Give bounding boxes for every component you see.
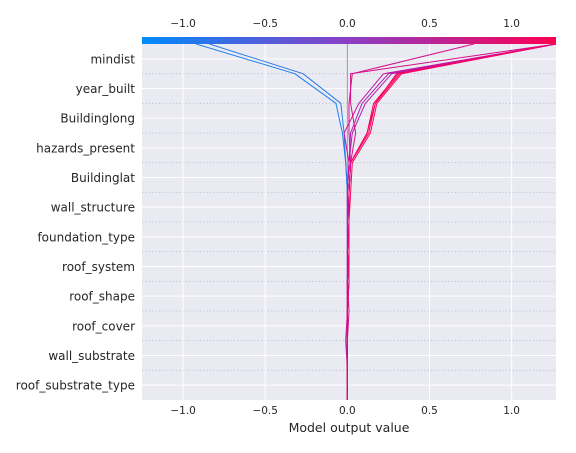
feature-label: wall_substrate [48, 349, 135, 363]
feature-label: year_built [76, 82, 136, 96]
bottom-tick-label: 0.5 [421, 405, 438, 417]
bottom-tick-label: 1.0 [503, 405, 520, 417]
top-tick-labels: −1.0 −0.5 0.0 0.5 1.0 [170, 18, 520, 30]
top-tick-label: 0.5 [421, 18, 438, 30]
feature-label: roof_shape [69, 290, 135, 304]
feature-label: roof_system [62, 260, 135, 274]
feature-label: roof_cover [72, 319, 135, 333]
top-tick-label: 1.0 [503, 18, 520, 30]
decision-lines [196, 43, 557, 400]
feature-label: wall_structure [51, 201, 135, 215]
bottom-tick-label: −0.5 [252, 405, 278, 417]
feature-label: Buildinglat [71, 171, 135, 185]
feature-label: hazards_present [36, 141, 135, 155]
top-tick-label: 0.0 [339, 18, 356, 30]
feature-labels: mindist year_built Buildinglong hazards_pre… [16, 52, 135, 392]
bottom-tick-labels: −1.0 −0.5 0.0 0.5 1.0 [170, 405, 520, 417]
feature-label: Buildinglong [60, 112, 135, 126]
feature-label: mindist [90, 52, 135, 66]
feature-label: foundation_type [37, 230, 135, 244]
top-tick-label: −1.0 [170, 18, 196, 30]
colorbar [142, 37, 556, 44]
bottom-tick-label: −1.0 [170, 405, 196, 417]
bottom-tick-label: 0.0 [339, 405, 356, 417]
x-axis-label: Model output value [289, 420, 410, 435]
top-tick-label: −0.5 [252, 18, 278, 30]
decision-line [346, 43, 557, 400]
feature-label: roof_substrate_type [16, 379, 135, 393]
